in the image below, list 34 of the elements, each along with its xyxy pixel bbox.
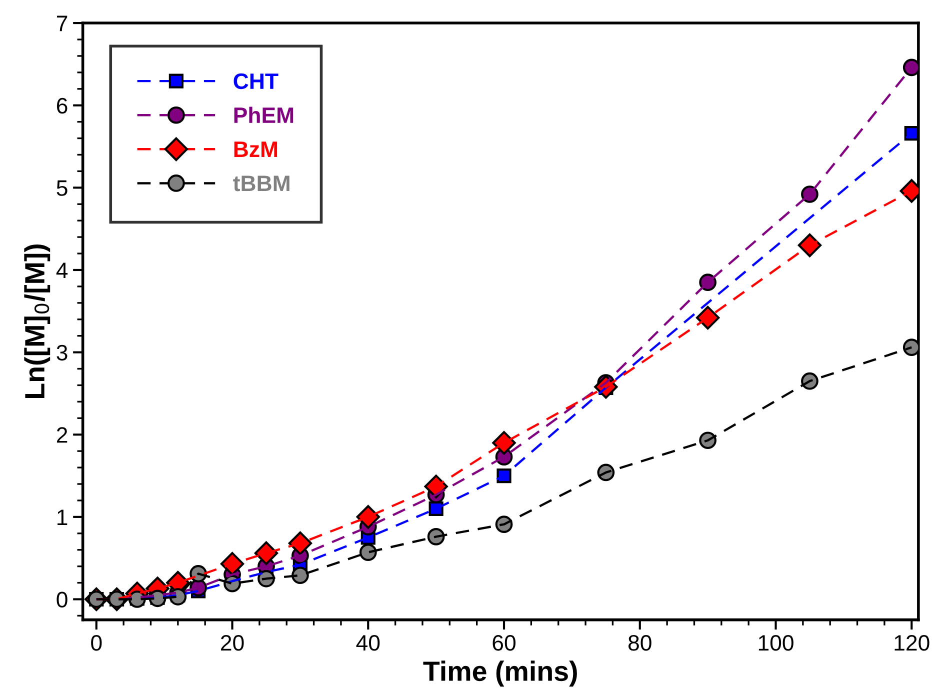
y-tick-label: 2 xyxy=(56,427,68,443)
point xyxy=(292,566,309,584)
x-tick-label: 60 xyxy=(492,634,516,651)
y-tick-label: 7 xyxy=(57,16,68,32)
x-tick-label: 80 xyxy=(628,634,652,651)
point xyxy=(699,274,716,292)
legend-label: CHT xyxy=(234,73,278,90)
x-tick-label: 100 xyxy=(758,634,794,651)
point xyxy=(359,544,377,562)
point xyxy=(254,541,278,565)
point xyxy=(696,306,720,330)
point xyxy=(356,505,380,529)
legend-label: tBBM xyxy=(233,176,290,192)
point xyxy=(496,468,512,484)
y-tick-label: 3 xyxy=(56,344,68,361)
x-axis-title: Time (mins) xyxy=(423,660,577,687)
point xyxy=(801,186,818,203)
x-tick-label: 40 xyxy=(356,634,380,651)
legend-label: PhEM xyxy=(234,106,294,123)
point xyxy=(902,58,918,76)
x-tick-label: 0 xyxy=(91,634,102,651)
y-tick-label: 6 xyxy=(56,98,68,114)
point xyxy=(288,531,312,556)
y-tick-label: 4 xyxy=(56,262,68,278)
y-tick-label: 0 xyxy=(56,592,68,608)
point xyxy=(492,430,516,455)
y-axis-title: Ln([M]$_{0}$/[M]) xyxy=(24,244,50,398)
legend-label: BzM xyxy=(234,142,278,157)
point xyxy=(798,233,822,258)
x-tick-label: 120 xyxy=(894,634,930,651)
y-tick-label: 5 xyxy=(56,180,68,196)
x-tick-label: 20 xyxy=(221,634,244,651)
y-tick-label: 1 xyxy=(58,510,68,525)
point xyxy=(904,126,918,141)
